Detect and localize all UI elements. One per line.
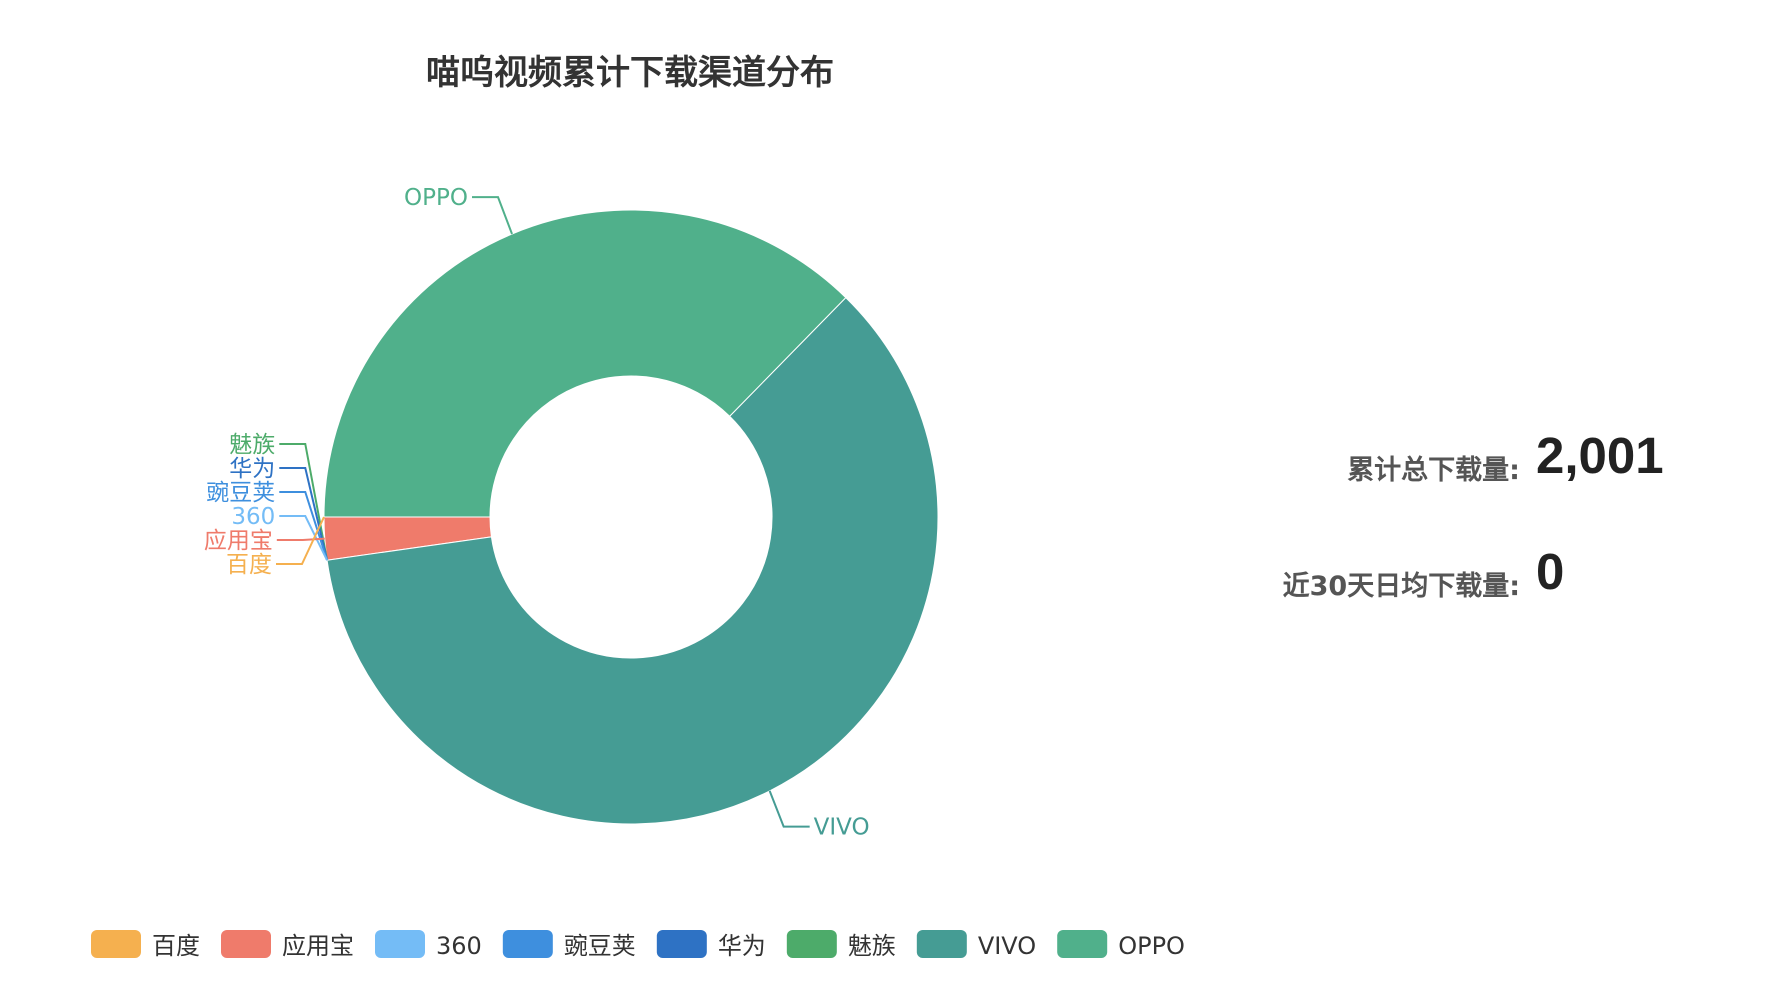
leader-line-item-4 bbox=[279, 467, 329, 561]
legend-item-360[interactable]: 360 bbox=[375, 930, 482, 960]
legend-swatch-vivo bbox=[916, 930, 967, 958]
legend-item-item-5[interactable]: 魅族 bbox=[786, 930, 896, 960]
legend-label-360: 360 bbox=[436, 932, 482, 960]
slice-oppo[interactable] bbox=[323, 209, 847, 518]
slice-label-item-4: 华为 bbox=[229, 456, 275, 482]
legend-item-item-1[interactable]: 应用宝 bbox=[221, 930, 354, 960]
legend-label-item-3: 豌豆荚 bbox=[564, 932, 636, 960]
legend-swatch-item-4 bbox=[656, 930, 707, 958]
legend-label-item-5: 魅族 bbox=[848, 932, 896, 960]
leader-line-360 bbox=[279, 515, 328, 561]
legend-swatch-item-1 bbox=[221, 930, 271, 958]
slice-label-item-1: 应用宝 bbox=[204, 528, 273, 554]
leader-line-oppo bbox=[472, 196, 513, 235]
legend-item-item-3[interactable]: 豌豆荚 bbox=[502, 930, 636, 960]
legend-label-item-4: 华为 bbox=[718, 932, 766, 960]
slice-label-item-3: 豌豆荚 bbox=[206, 480, 275, 506]
total-downloads-label: 累计总下载量: bbox=[1347, 455, 1520, 486]
slice-label-oppo: OPPO bbox=[404, 185, 468, 211]
legend-item-item-4[interactable]: 华为 bbox=[656, 930, 766, 960]
legend-swatch-oppo bbox=[1057, 930, 1108, 958]
slice-vivo[interactable] bbox=[326, 296, 939, 825]
slice-label-item-5: 魅族 bbox=[229, 432, 275, 458]
slice-label-360: 360 bbox=[231, 504, 275, 530]
legend-label-oppo: OPPO bbox=[1118, 932, 1185, 960]
legend-swatch-360 bbox=[375, 930, 425, 958]
legend-item-item-0[interactable]: 百度 bbox=[91, 930, 200, 960]
slice-label-item-0: 百度 bbox=[226, 552, 272, 578]
leader-line-item-0 bbox=[276, 516, 325, 565]
legend-item-oppo[interactable]: OPPO bbox=[1057, 930, 1185, 960]
leader-line-item-3 bbox=[279, 491, 329, 561]
slice-label-vivo: VIVO bbox=[814, 815, 870, 841]
legend-swatch-item-0 bbox=[91, 930, 141, 958]
legend-swatch-item-3 bbox=[502, 930, 553, 958]
legend-swatch-item-5 bbox=[786, 930, 837, 958]
leader-line-item-1 bbox=[276, 537, 325, 541]
legend-item-vivo[interactable]: VIVO bbox=[916, 930, 1036, 960]
legend-label-item-1: 应用宝 bbox=[282, 932, 354, 960]
chart-title: 喵呜视频累计下载渠道分布 bbox=[426, 53, 834, 93]
daily-avg-downloads-value: 0 bbox=[1536, 543, 1565, 600]
legend-label-item-0: 百度 bbox=[152, 932, 200, 960]
daily-avg-downloads-label: 近30天日均下载量: bbox=[1282, 571, 1520, 602]
leader-line-item-5 bbox=[279, 443, 329, 561]
total-downloads-value: 2,001 bbox=[1536, 427, 1664, 484]
leader-line-vivo bbox=[768, 790, 810, 828]
legend-label-vivo: VIVO bbox=[978, 932, 1036, 960]
